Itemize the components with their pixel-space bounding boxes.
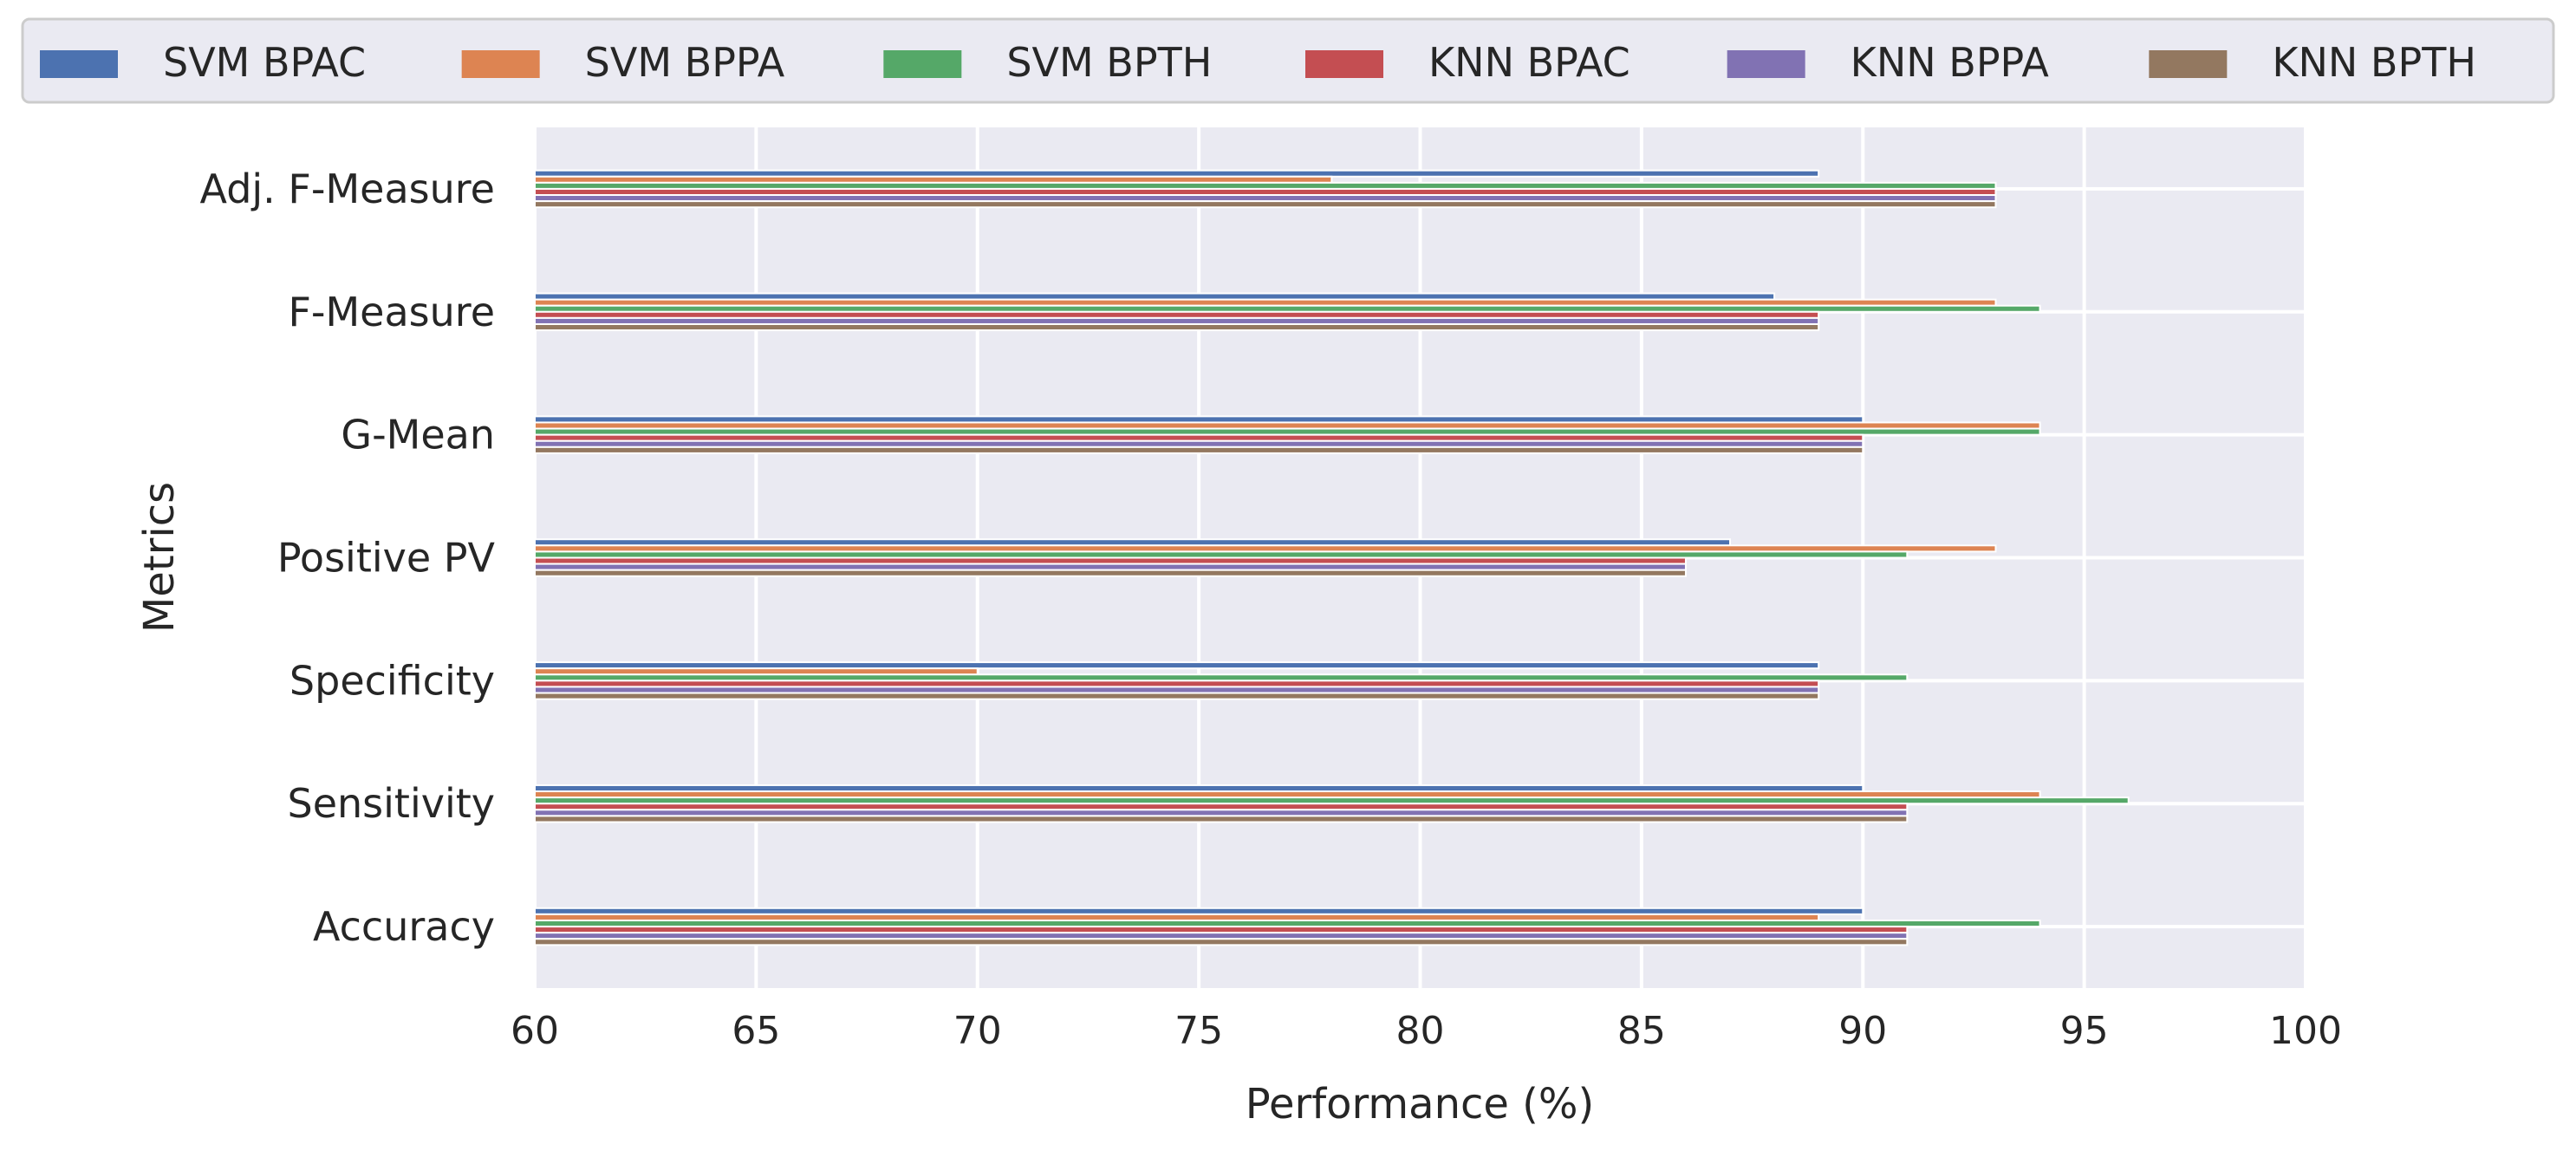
bar-svm-bpth xyxy=(534,304,2041,313)
bar-svm-bpac xyxy=(534,415,1864,424)
bar-knn-bpac xyxy=(534,556,1687,565)
bar-knn-bppa xyxy=(534,562,1687,571)
x-tick-label: 100 xyxy=(2269,1009,2342,1053)
y-category-label: F-Measure xyxy=(288,289,495,335)
x-axis-label: Performance (%) xyxy=(1246,1080,1595,1128)
bar-knn-bpth xyxy=(534,815,1909,823)
legend-swatch xyxy=(1305,50,1383,78)
bar-svm-bpac xyxy=(534,292,1776,301)
bar-svm-bppa xyxy=(534,790,2041,799)
bar-svm-bpth xyxy=(534,919,2041,928)
bar-knn-bpac xyxy=(534,926,1909,934)
bar-svm-bpac xyxy=(534,169,1820,178)
legend-label: SVM BPPA xyxy=(585,39,785,86)
y-category-label: G-Mean xyxy=(341,412,495,458)
bar-knn-bppa xyxy=(534,316,1820,325)
x-tick-label: 85 xyxy=(1617,1009,1666,1053)
x-tick-label: 90 xyxy=(1838,1009,1887,1053)
bar-knn-bppa xyxy=(534,932,1909,940)
bar-svm-bpth xyxy=(534,427,2041,436)
legend-label: KNN BPPA xyxy=(1851,39,2050,86)
bar-svm-bpac xyxy=(534,907,1864,915)
y-category-label: Specificity xyxy=(289,657,495,704)
bar-knn-bpac xyxy=(534,433,1864,442)
legend-label: KNN BPAC xyxy=(1428,39,1630,86)
bar-knn-bpac xyxy=(534,680,1820,688)
bar-svm-bpth xyxy=(534,181,1997,190)
bar-knn-bppa xyxy=(534,194,1997,203)
x-tick-labels: 60 65 70 75 80 85 90 95 100 xyxy=(511,1009,2342,1053)
legend-label: KNN BPTH xyxy=(2272,39,2476,86)
bar-svm-bpth xyxy=(534,550,1909,559)
bar-knn-bpth xyxy=(534,200,1997,209)
bar-svm-bpth xyxy=(534,673,1909,682)
legend-frame xyxy=(21,17,2555,104)
y-axis-label: Metrics xyxy=(135,482,184,633)
bar-knn-bpac xyxy=(534,310,1820,319)
y-category-label: Accuracy xyxy=(313,903,495,950)
bar-knn-bpth xyxy=(534,692,1820,700)
bar-svm-bppa xyxy=(534,544,1997,553)
legend-swatch xyxy=(2149,50,2228,78)
bar-svm-bpac xyxy=(534,784,1864,793)
x-tick-label: 65 xyxy=(732,1009,780,1053)
x-tick-label: 75 xyxy=(1174,1009,1223,1053)
legend-label: SVM BPTH xyxy=(1006,39,1212,86)
bar-svm-bpac xyxy=(534,538,1732,547)
bar-knn-bpth xyxy=(534,938,1909,946)
bar-svm-bppa xyxy=(534,298,1997,307)
legend-swatch xyxy=(883,50,962,78)
bar-svm-bpth xyxy=(534,797,2130,805)
legend-swatch xyxy=(461,50,540,78)
x-tick-label: 70 xyxy=(953,1009,1002,1053)
legend: SVM BPAC SVM BPPA SVM BPTH KNN BPAC KNN BPPA… xyxy=(40,39,2476,86)
y-category-labels: Accuracy Sensitivity Specificity Positive P… xyxy=(200,166,496,950)
legend-swatch xyxy=(1727,50,1805,78)
bar-svm-bppa xyxy=(534,913,1820,921)
legend-swatch xyxy=(40,50,118,78)
x-tick-label: 60 xyxy=(511,1009,559,1053)
bar-knn-bppa xyxy=(534,809,1909,817)
y-category-label: Adj. F-Measure xyxy=(200,166,495,212)
bar-knn-bppa xyxy=(534,439,1864,448)
x-tick-label: 80 xyxy=(1396,1009,1445,1053)
bar-knn-bpth xyxy=(534,322,1820,332)
bars xyxy=(534,169,2130,946)
y-category-label: Sensitivity xyxy=(288,780,495,827)
bar-svm-bpac xyxy=(534,661,1820,670)
bar-svm-bppa xyxy=(534,175,1333,184)
bar-knn-bppa xyxy=(534,686,1820,694)
x-tick-label: 95 xyxy=(2060,1009,2109,1053)
bar-knn-bpac xyxy=(534,187,1997,197)
bar-knn-bpth xyxy=(534,445,1864,454)
bar-svm-bppa xyxy=(534,421,2041,430)
y-category-label: Positive PV xyxy=(277,535,496,582)
bar-knn-bpth xyxy=(534,569,1687,577)
bar-svm-bppa xyxy=(534,667,979,676)
legend-label: SVM BPAC xyxy=(163,39,366,86)
bar-knn-bpac xyxy=(534,803,1909,811)
